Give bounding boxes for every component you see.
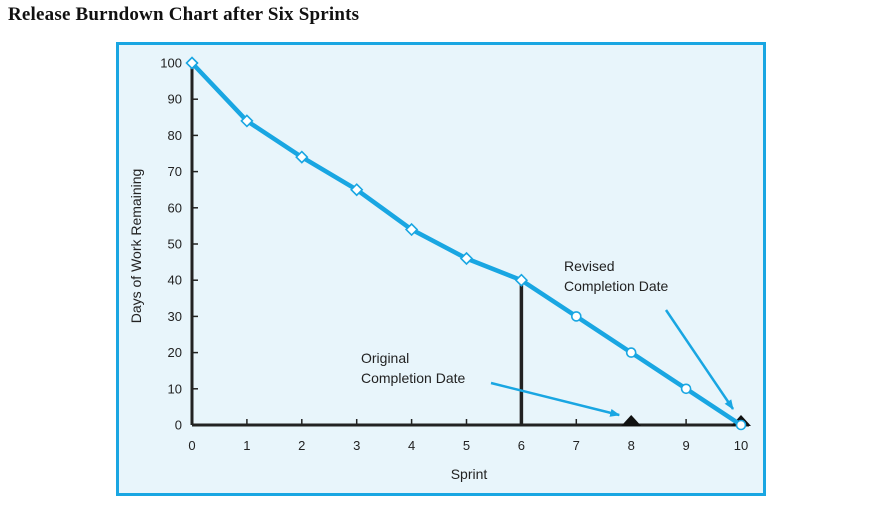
data-point-diamond: [459, 251, 474, 266]
page-title: Release Burndown Chart after Six Sprints: [8, 4, 360, 25]
annotation-text: Completion Date: [361, 370, 465, 386]
y-axis-title: Days of Work Remaining: [128, 169, 144, 324]
data-point-circle: [625, 347, 637, 358]
y-tick-label: 70: [168, 164, 182, 179]
x-axis-title: Sprint: [451, 466, 488, 482]
y-tick-label: 80: [168, 128, 182, 143]
y-tick-label: 20: [168, 345, 182, 360]
x-tick-label: 2: [298, 438, 305, 453]
data-point-diamond: [240, 114, 254, 128]
x-tick-label: 3: [353, 438, 360, 453]
data-point-diamond: [404, 222, 419, 237]
y-tick-label: 0: [175, 418, 182, 433]
annotation-arrow: [490, 381, 621, 417]
data-point-circle: [735, 419, 747, 431]
data-point-diamond: [350, 183, 364, 197]
y-tick-label: 30: [168, 309, 182, 324]
x-tick-label: 10: [734, 438, 748, 453]
x-tick-label: 0: [188, 438, 195, 453]
y-tick-label: 90: [168, 92, 182, 107]
x-tick-label: 8: [628, 438, 635, 453]
y-tick-label: 60: [168, 200, 182, 215]
burndown-chart: 0 10 20 30 40 50 60 70 80 90 100 0 1 2 3 4 5 6 7 8 9 10 Sprint…: [128, 56, 751, 482]
y-tick-label: 10: [168, 381, 182, 396]
annotation-text: Completion Date: [564, 278, 668, 294]
data-point-diamond: [514, 273, 529, 287]
x-tick-label: 6: [518, 438, 525, 453]
data-point-diamond: [295, 150, 309, 164]
data-point-circle: [570, 311, 582, 322]
burndown-line: [190, 61, 743, 427]
y-tick-label: 50: [168, 237, 182, 252]
x-tick-label: 9: [682, 438, 689, 453]
annotation-text: Original: [361, 350, 409, 366]
chart-frame: 0 10 20 30 40 50 60 70 80 90 100 0 1 2 3 4 5 6 7 8 9 10 Sprint…: [116, 42, 766, 496]
x-tick-label: 4: [408, 438, 415, 453]
x-tick-label: 5: [463, 438, 470, 453]
annotation-text: Revised: [564, 258, 615, 274]
data-point-diamond: [185, 56, 199, 70]
y-tick-label: 100: [160, 56, 182, 71]
y-tick-label: 40: [168, 273, 182, 288]
x-tick-label: 7: [573, 438, 580, 453]
x-tick-label: 1: [243, 438, 250, 453]
completion-triangle: [621, 415, 642, 426]
data-point-circle: [680, 383, 692, 395]
annotation-arrow: [664, 309, 735, 410]
